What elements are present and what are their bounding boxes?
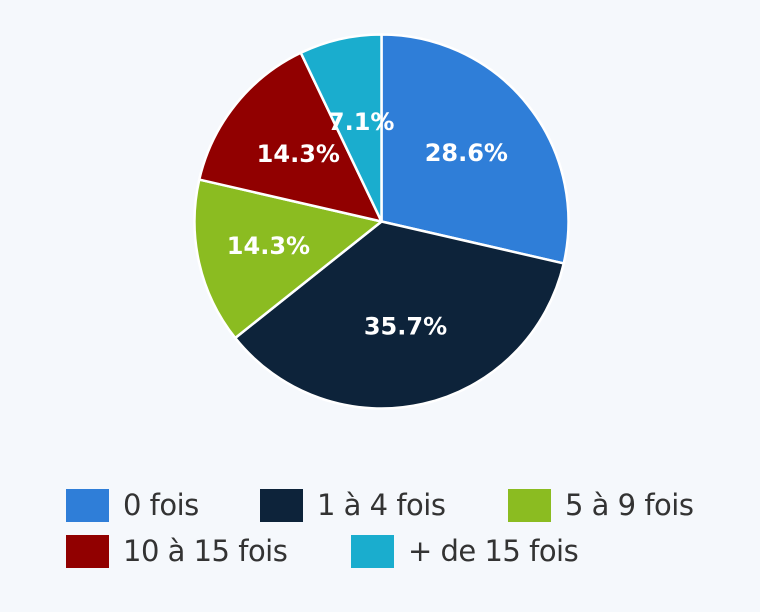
legend-item-1-a-4-fois[interactable]: 1 à 4 fois bbox=[260, 488, 446, 522]
legend-item-10-a-15-fois[interactable]: 10 à 15 fois bbox=[66, 534, 288, 568]
pie-chart: 28.6% 35.7% 14.3% 14.3% 7.1% bbox=[193, 33, 570, 410]
legend-swatch-icon bbox=[351, 534, 394, 568]
legend-swatch-icon bbox=[508, 488, 551, 522]
pie-slice-5[interactable] bbox=[299, 33, 383, 223]
slice-percent-label: 35.7% bbox=[364, 312, 447, 340]
legend-item-plus-de-15-fois[interactable]: + de 15 fois bbox=[351, 534, 579, 568]
legend-label: 1 à 4 fois bbox=[317, 488, 446, 522]
slice-percent-label: 7.1% bbox=[328, 108, 395, 136]
legend-swatch-icon bbox=[66, 534, 109, 568]
slice-percent-label: 28.6% bbox=[425, 139, 508, 167]
legend-label: 10 à 15 fois bbox=[123, 534, 288, 568]
legend-label: 5 à 9 fois bbox=[565, 488, 694, 522]
pie-slice-1[interactable] bbox=[380, 33, 570, 265]
pie-slices bbox=[193, 33, 570, 410]
legend-item-0-fois[interactable]: 0 fois bbox=[66, 488, 199, 522]
pie-slice-3[interactable] bbox=[193, 178, 383, 340]
legend-item-5-a-9-fois[interactable]: 5 à 9 fois bbox=[508, 488, 694, 522]
pie-slice-4[interactable] bbox=[198, 51, 383, 223]
legend-swatch-icon bbox=[66, 488, 109, 522]
pie-labels: 28.6% 35.7% 14.3% 14.3% 7.1% bbox=[227, 108, 508, 340]
slice-percent-label: 14.3% bbox=[257, 140, 340, 168]
slice-percent-label: 14.3% bbox=[227, 232, 310, 260]
legend-swatch-icon bbox=[260, 488, 303, 522]
pie-slice-2[interactable] bbox=[233, 220, 565, 410]
legend-label: + de 15 fois bbox=[408, 534, 579, 568]
legend-label: 0 fois bbox=[123, 488, 199, 522]
